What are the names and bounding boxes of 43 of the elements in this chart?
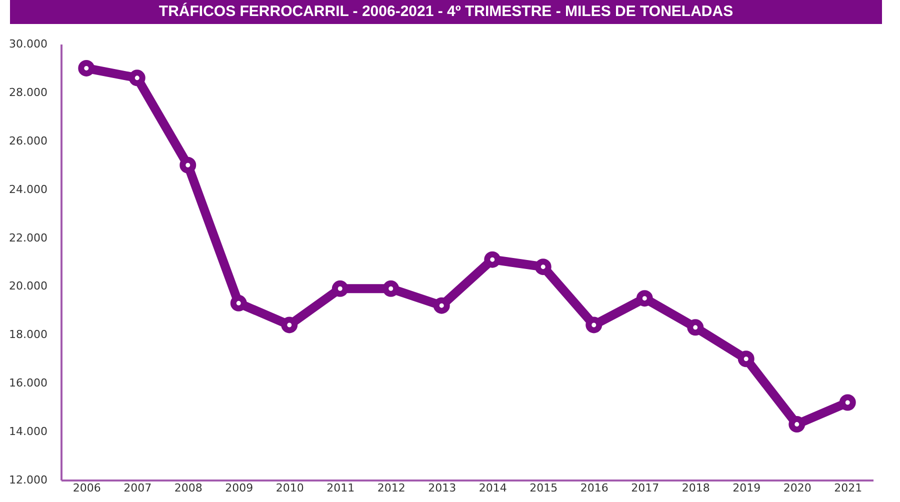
- point: [738, 350, 754, 368]
- point: [128, 70, 146, 86]
- point: [839, 394, 856, 411]
- x-tick-label: 2019: [732, 482, 761, 494]
- point: [433, 297, 450, 314]
- point: [78, 60, 95, 76]
- y-tick-label: 20.000: [9, 280, 48, 293]
- point: [180, 156, 196, 174]
- point: [332, 280, 348, 297]
- x-tick-label: 2021: [834, 482, 862, 494]
- point: [788, 416, 806, 433]
- y-tick-label: 22.000: [9, 231, 48, 244]
- x-tick-label: 2017: [631, 482, 660, 494]
- x-tick-label: 2006: [72, 482, 101, 494]
- x-tick-label: 2012: [377, 482, 406, 494]
- x-tick-label: 2013: [428, 482, 456, 494]
- x-tick-label: 2020: [783, 482, 812, 494]
- point: [484, 251, 501, 268]
- title-banner: TRÁFICOS FERROCARRIL - 2006-2021 - 4º TRIMESTRE - MILES DE TONELADAS: [10, 0, 882, 24]
- point: [281, 316, 298, 334]
- y-tick-label: 14.000: [9, 425, 48, 438]
- point: [687, 319, 704, 336]
- y-tick-label: 12.000: [9, 474, 48, 486]
- point: [534, 258, 552, 276]
- y-tick-label: 28.000: [9, 86, 48, 99]
- x-tick-label: 2014: [478, 482, 507, 494]
- x-tick-label: 2007: [124, 482, 152, 494]
- x-tick-label: 2016: [580, 482, 608, 494]
- point: [382, 280, 400, 297]
- x-tick-label: 2008: [174, 482, 202, 494]
- point: [230, 294, 247, 312]
- x-tick-label: 2018: [682, 482, 710, 494]
- y-tick-label: 26.000: [9, 134, 48, 148]
- y-tick-label: 18.000: [9, 328, 48, 342]
- x-tick-label: 2015: [530, 482, 558, 494]
- point: [586, 316, 602, 334]
- x-tick-label: 2010: [276, 482, 304, 494]
- x-tick-label: 2011: [326, 482, 355, 494]
- y-tick-label: 30.000: [9, 38, 48, 50]
- y-tick-label: 16.000: [9, 376, 48, 390]
- y-tick-label: 24.000: [9, 182, 48, 196]
- x-tick-label: 2009: [225, 482, 254, 494]
- point: [636, 290, 653, 307]
